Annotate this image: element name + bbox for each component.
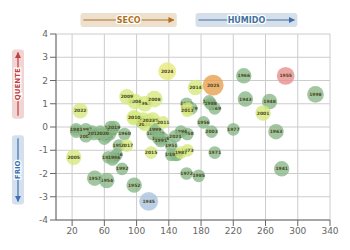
svg-text:1987: 1987 [175, 150, 188, 155]
svg-text:300: 300 [289, 226, 306, 236]
svg-text:SECO: SECO [117, 16, 141, 25]
svg-text:60: 60 [99, 226, 111, 236]
svg-text:2009: 2009 [121, 94, 134, 99]
svg-text:260: 260 [257, 226, 274, 236]
svg-text:0: 0 [42, 122, 48, 132]
svg-text:180: 180 [192, 226, 209, 236]
svg-text:1994: 1994 [174, 129, 188, 135]
svg-text:100: 100 [128, 226, 145, 236]
svg-text:1985: 1985 [192, 173, 205, 178]
svg-text:2004: 2004 [128, 98, 142, 104]
svg-text:2000: 2000 [96, 131, 109, 136]
svg-text:1960: 1960 [118, 131, 131, 136]
svg-text:2005: 2005 [67, 155, 80, 160]
svg-text:1988: 1988 [204, 101, 217, 106]
svg-text:2022: 2022 [74, 108, 87, 113]
svg-text:2025: 2025 [207, 83, 220, 88]
svg-text:2017: 2017 [121, 143, 134, 148]
svg-text:1973: 1973 [181, 147, 194, 153]
svg-text:2024: 2024 [161, 69, 174, 74]
svg-text:1996: 1996 [108, 155, 121, 160]
svg-text:1966: 1966 [238, 73, 251, 78]
svg-text:1956: 1956 [197, 120, 210, 125]
svg-text:3: 3 [42, 52, 48, 62]
svg-text:2021: 2021 [169, 134, 182, 139]
svg-text:2020: 2020 [96, 131, 109, 136]
svg-text:2014: 2014 [189, 85, 202, 90]
svg-text:1963: 1963 [270, 129, 283, 134]
svg-text:4: 4 [42, 29, 48, 39]
svg-text:2012: 2012 [87, 131, 101, 137]
svg-text:2019: 2019 [108, 125, 121, 130]
svg-text:1991: 1991 [154, 138, 167, 143]
svg-text:2023: 2023 [142, 118, 155, 123]
svg-text:1984: 1984 [96, 131, 109, 136]
svg-text:2010: 2010 [128, 115, 141, 120]
svg-text:1952: 1952 [128, 183, 141, 188]
svg-text:1941: 1941 [275, 166, 288, 171]
svg-text:-2: -2 [39, 169, 48, 179]
svg-text:1972: 1972 [180, 171, 193, 176]
svg-text:1945: 1945 [142, 199, 155, 204]
svg-text:2007: 2007 [79, 133, 93, 139]
svg-text:340: 340 [321, 226, 338, 236]
svg-text:2001: 2001 [257, 111, 270, 116]
svg-text:1954: 1954 [100, 178, 113, 183]
svg-text:2015: 2015 [145, 150, 158, 155]
svg-text:2008: 2008 [148, 97, 161, 102]
svg-text:1971: 1971 [208, 150, 221, 155]
svg-text:1997: 1997 [79, 126, 93, 132]
svg-text:1992: 1992 [116, 166, 129, 171]
svg-text:HÚMIDO: HÚMIDO [228, 14, 266, 25]
svg-text:1951: 1951 [165, 143, 178, 148]
svg-text:220: 220 [225, 226, 242, 236]
svg-text:FRIO: FRIO [14, 160, 22, 179]
svg-text:2011: 2011 [157, 120, 170, 125]
svg-text:2003: 2003 [205, 129, 218, 134]
svg-text:1970: 1970 [128, 115, 141, 120]
svg-text:-3: -3 [39, 192, 48, 202]
svg-text:1948: 1948 [263, 99, 276, 104]
svg-text:1943: 1943 [239, 97, 252, 102]
svg-text:1955: 1955 [279, 73, 292, 78]
svg-text:140: 140 [160, 226, 177, 236]
svg-text:-4: -4 [39, 215, 48, 225]
svg-text:1981: 1981 [69, 126, 83, 132]
svg-text:2013: 2013 [181, 108, 194, 113]
svg-text:QUENTE: QUENTE [14, 68, 22, 100]
svg-text:2: 2 [42, 76, 48, 86]
svg-text:1: 1 [42, 99, 48, 109]
svg-text:1998: 1998 [309, 92, 322, 97]
svg-text:1977: 1977 [227, 127, 240, 132]
svg-text:1957: 1957 [88, 176, 101, 181]
svg-text:1958: 1958 [181, 131, 194, 137]
svg-text:1999: 1999 [149, 127, 162, 132]
svg-text:20: 20 [66, 226, 78, 236]
svg-text:1950: 1950 [112, 143, 126, 149]
svg-text:-1: -1 [39, 145, 48, 155]
